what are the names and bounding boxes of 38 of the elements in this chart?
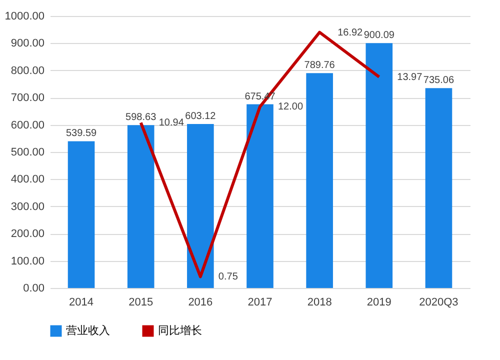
x-tick-label: 2014 xyxy=(69,296,94,308)
data-label: 735.06 xyxy=(423,75,454,86)
x-tick-label: 2015 xyxy=(128,296,154,308)
y-tick-label: 0.00 xyxy=(23,282,44,294)
bar xyxy=(187,124,214,288)
x-tick-label: 2019 xyxy=(366,296,392,308)
data-label: 900.09 xyxy=(364,30,395,42)
data-label: 0.75 xyxy=(218,272,238,283)
data-label: 603.12 xyxy=(185,110,216,122)
legend-label: 同比增长 xyxy=(158,324,202,337)
data-label: 598.63 xyxy=(126,112,157,124)
bar xyxy=(306,73,333,288)
bar xyxy=(68,141,95,288)
data-label: 10.94 xyxy=(158,118,184,129)
legend-label: 营业收入 xyxy=(66,324,110,337)
y-tick-label: 800.00 xyxy=(10,64,44,77)
x-tick-label: 2017 xyxy=(248,296,272,308)
y-tick-label: 400.00 xyxy=(10,174,44,186)
x-tick-label: 2018 xyxy=(307,296,332,308)
y-tick-label: 300.00 xyxy=(10,200,44,213)
y-tick-label: 700.00 xyxy=(10,92,44,104)
x-tick-label: 2020Q3 xyxy=(419,296,458,308)
y-tick-label: 1000.00 xyxy=(4,10,44,22)
data-label: 789.76 xyxy=(304,60,336,72)
bar xyxy=(127,125,154,288)
y-tick-label: 200.00 xyxy=(10,228,44,240)
y-tick-label: 500.00 xyxy=(10,146,44,158)
y-tick-label: 900.00 xyxy=(10,38,44,50)
y-tick-label: 600.00 xyxy=(10,119,44,132)
bar xyxy=(366,43,393,288)
bar xyxy=(246,104,274,288)
data-label: 13.97 xyxy=(397,72,423,83)
y-tick-label: 100.00 xyxy=(10,255,44,268)
data-label: 16.92 xyxy=(338,27,364,38)
data-label: 539.59 xyxy=(66,128,98,140)
bar xyxy=(425,88,452,288)
x-tick-label: 2016 xyxy=(188,296,213,308)
data-label: 12.00 xyxy=(278,102,304,113)
